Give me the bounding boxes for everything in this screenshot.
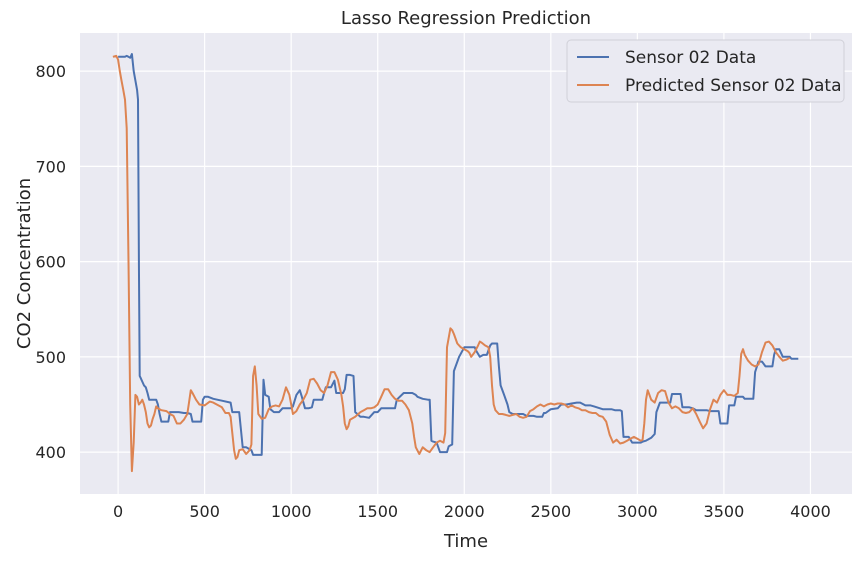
chart-title: Lasso Regression Prediction bbox=[341, 8, 591, 29]
x-tick-label: 3500 bbox=[704, 502, 745, 521]
y-axis-title: CO2 Concentration bbox=[14, 178, 35, 349]
y-tick-label: 600 bbox=[35, 253, 66, 272]
legend-box bbox=[566, 39, 845, 103]
x-tick-label: 1000 bbox=[271, 502, 312, 521]
y-tick-label: 800 bbox=[35, 62, 66, 81]
x-tick-label: 2000 bbox=[444, 502, 485, 521]
x-tick-label: 0 bbox=[113, 502, 123, 521]
legend-label-sensor: Sensor 02 Data bbox=[625, 48, 756, 68]
series-layer bbox=[112, 53, 799, 473]
x-tick-label: 2500 bbox=[530, 502, 571, 521]
x-tick-label: 1500 bbox=[357, 502, 398, 521]
tick-labels: 0 500 1000 1500 2000 2500 3000 3500 4000 400 500 60… bbox=[35, 62, 830, 521]
x-axis-title: Time bbox=[443, 531, 488, 552]
legend-label-predicted: Predicted Sensor 02 Data bbox=[625, 76, 842, 96]
legend: Sensor 02 Data Predicted Sensor 02 Data bbox=[566, 39, 845, 103]
y-tick-label: 500 bbox=[35, 348, 66, 367]
series-line-predicted bbox=[112, 54, 791, 473]
y-tick-label: 400 bbox=[35, 443, 66, 462]
x-tick-label: 3000 bbox=[617, 502, 658, 521]
y-tick-label: 700 bbox=[35, 157, 66, 176]
x-tick-label: 4000 bbox=[790, 502, 831, 521]
grid bbox=[80, 33, 852, 494]
series-line-sensor bbox=[118, 53, 799, 456]
x-tick-label: 500 bbox=[189, 502, 220, 521]
